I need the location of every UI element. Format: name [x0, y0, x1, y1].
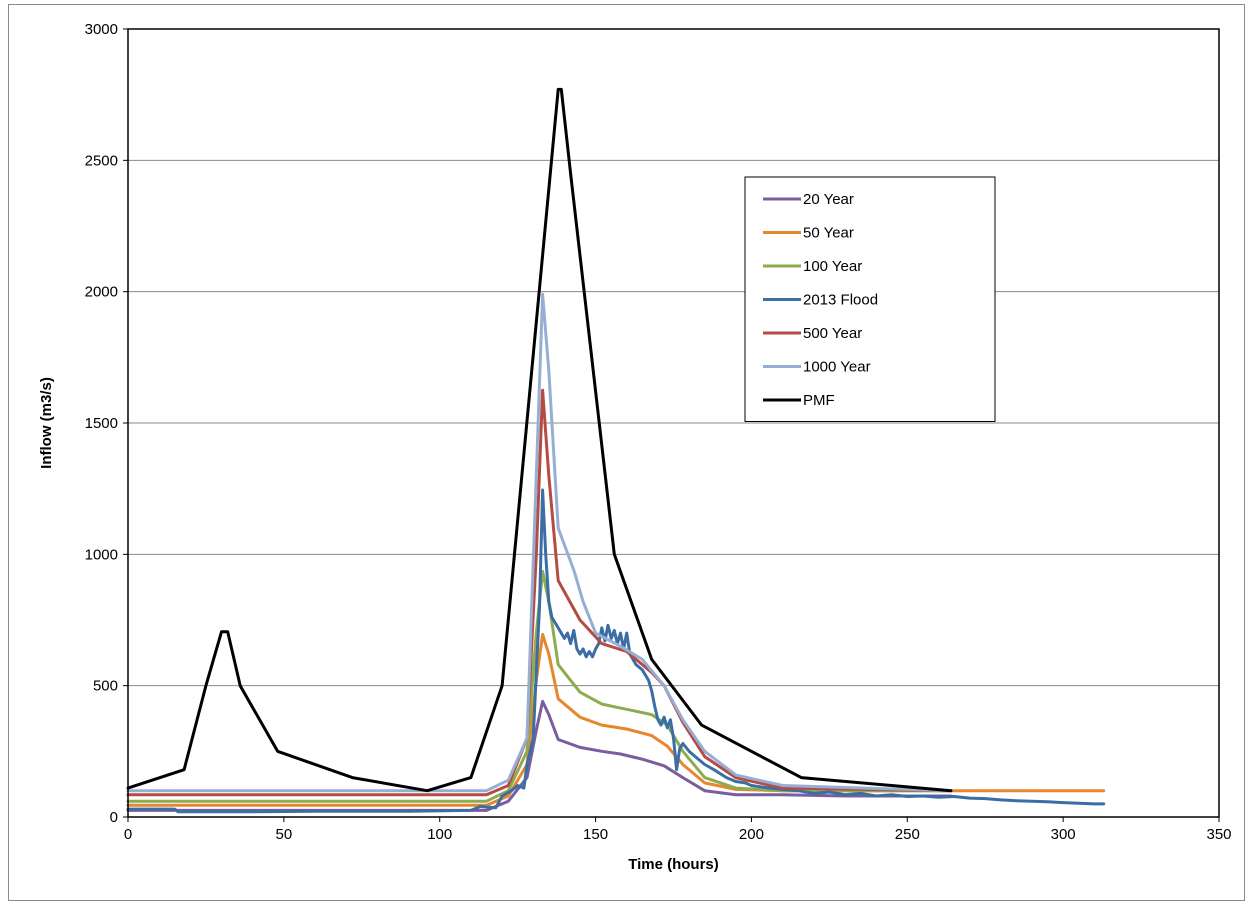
series-line-20-year [126, 699, 953, 812]
legend-label-2013-flood: 2013 Flood [803, 292, 878, 309]
series-line-100-year [126, 569, 953, 803]
legend-label-20-year: 20 Year [803, 191, 854, 208]
x-tick-label: 200 [739, 826, 764, 843]
x-tick-label: 0 [124, 826, 132, 843]
legend-label-500-year: 500 Year [803, 325, 862, 342]
axis-titles: Time (hours) Inflow (m3/s) [38, 377, 719, 873]
x-tick-label: 50 [276, 826, 293, 843]
y-tick-label: 3000 [85, 21, 118, 38]
legend-label-pmf: PMF [803, 392, 835, 409]
series-line-50-year [126, 632, 1106, 807]
y-tick-label: 1000 [85, 546, 118, 563]
x-tick-label: 150 [583, 826, 608, 843]
legend-label-1000-year: 1000 Year [803, 359, 871, 376]
y-tick-label: 0 [110, 809, 118, 826]
x-tick-label: 100 [427, 826, 452, 843]
chart-frame: 0 500 1000 1500 2000 2500 3000 0 50 100 150 200 250 3… [8, 4, 1245, 901]
x-tick-label: 250 [895, 826, 920, 843]
series-line-pmf [126, 87, 953, 793]
y-tick-label: 1500 [85, 415, 118, 432]
x-tick-label: 300 [1051, 826, 1076, 843]
x-axis-title: Time (hours) [628, 856, 719, 873]
legend-label-100-year: 100 Year [803, 258, 862, 275]
chart-svg: 0 500 1000 1500 2000 2500 3000 0 50 100 150 200 250 3… [38, 21, 1232, 873]
legend-label-50-year: 50 Year [803, 225, 854, 242]
y-tick-label: 500 [93, 678, 118, 695]
y-axis-title: Inflow (m3/s) [38, 377, 55, 469]
tick-layer: 0 500 1000 1500 2000 2500 3000 0 50 100 150 200 250 3… [85, 21, 1232, 843]
series-layer [126, 87, 1106, 814]
legend: 20 Year 50 Year 100 Year 2013 Flood 500 Year… [744, 176, 996, 422]
y-tick-label: 2000 [85, 284, 118, 301]
y-tick-label: 2500 [85, 152, 118, 169]
grid-layer [128, 159, 1219, 687]
x-tick-label: 350 [1206, 826, 1231, 843]
series-line-1000-year [126, 292, 953, 793]
series-line-2013-flood [126, 488, 1106, 814]
